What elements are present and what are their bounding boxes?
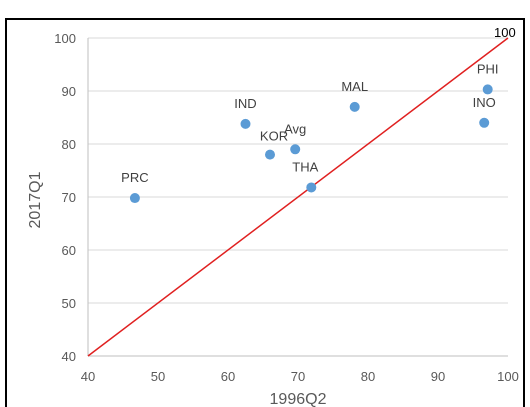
point-label: MAL — [341, 79, 368, 94]
x-tick-label: 100 — [497, 369, 519, 384]
data-point — [290, 144, 301, 155]
reference-line — [87, 37, 509, 357]
point-label: INO — [473, 95, 496, 110]
x-tick-label: 40 — [81, 369, 95, 384]
point-label: KOR — [260, 129, 288, 144]
x-tick-label: 70 — [291, 369, 305, 384]
y-axis-title: 2017Q1 — [27, 171, 44, 228]
x-tick-label: 90 — [431, 369, 445, 384]
y-tick-label: 60 — [62, 243, 76, 258]
point-label: IND — [234, 96, 256, 111]
data-points — [129, 84, 493, 204]
data-point — [479, 117, 490, 128]
data-point — [240, 118, 251, 129]
x-tick-label: 80 — [361, 369, 375, 384]
point-label: Avg — [284, 121, 306, 136]
y-tick-label: 100 — [54, 31, 76, 46]
y-tick-label: 90 — [62, 84, 76, 99]
chart-border — [5, 18, 525, 407]
y-tick-label: 50 — [62, 296, 76, 311]
point-label: THA — [292, 159, 318, 174]
reference-line-group: 100 — [87, 25, 516, 357]
axes: 40 50 60 70 80 90 100 40 50 60 70 80 90 100 — [54, 31, 519, 384]
data-point — [306, 182, 317, 193]
reference-line-label: 100 — [494, 25, 516, 40]
data-point — [349, 101, 360, 112]
y-tick-label: 70 — [62, 190, 76, 205]
data-point — [265, 149, 275, 160]
y-tick-label: 40 — [62, 349, 76, 364]
point-label: PHI — [477, 61, 499, 76]
x-tick-label: 50 — [151, 369, 165, 384]
point-label: PRC — [121, 170, 148, 185]
x-tick-label: 60 — [221, 369, 235, 384]
x-axis-title: 1996Q2 — [270, 391, 327, 407]
data-point — [482, 84, 493, 95]
y-tick-label: 80 — [62, 137, 76, 152]
data-point — [129, 193, 140, 204]
